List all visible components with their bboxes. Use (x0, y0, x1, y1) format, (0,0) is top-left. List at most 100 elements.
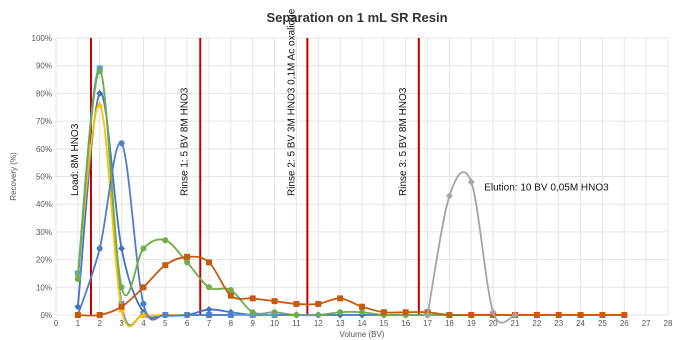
x-tick-label: 26 (620, 319, 629, 328)
data-point (74, 275, 81, 282)
annotations: Elution: 10 BV 0,05M HNO3 (484, 182, 609, 193)
x-tick-label: 12 (314, 319, 323, 328)
data-point (96, 312, 103, 318)
x-tick-label: 9 (250, 319, 255, 328)
data-point (206, 259, 212, 266)
data-point (489, 308, 497, 316)
data-point (184, 312, 191, 318)
data-point (96, 100, 104, 108)
x-tick-label: 25 (598, 319, 607, 328)
data-point (468, 312, 475, 318)
data-point (140, 245, 147, 252)
data-point (271, 298, 278, 305)
data-point (315, 312, 322, 318)
series-group (74, 65, 628, 328)
data-point (184, 259, 191, 266)
data-point (402, 309, 409, 316)
y-tick-label: 20% (36, 256, 52, 265)
data-point (162, 262, 169, 269)
x-tick-label: 18 (445, 319, 454, 328)
x-tick-label: 24 (576, 319, 585, 328)
x-tick-label: 10 (270, 319, 279, 328)
x-tick-label: 1 (76, 319, 81, 328)
data-point (359, 303, 365, 310)
x-tick-label: 4 (141, 319, 146, 328)
data-point (337, 295, 344, 302)
data-point (555, 312, 562, 318)
data-point (424, 311, 432, 319)
data-point (293, 312, 300, 318)
data-point (206, 284, 212, 291)
y-axis-label: Recovery (%) (9, 152, 18, 201)
data-point (227, 312, 234, 318)
x-axis-label: Volume (BV) (340, 330, 385, 339)
y-tick-label: 10% (36, 283, 52, 292)
y-tick-label: 70% (36, 117, 52, 126)
data-point (445, 192, 453, 200)
data-point (206, 312, 212, 318)
data-point (599, 312, 606, 318)
x-tick-label: 11 (292, 319, 301, 328)
data-point (467, 178, 475, 186)
y-tick-label: 30% (36, 228, 52, 237)
data-point (140, 284, 147, 291)
x-tick-label: 15 (379, 319, 388, 328)
phase-label: Load: 8M HNO3 (70, 123, 81, 196)
y-tick-label: 0% (40, 311, 52, 320)
phase-label: Rinse 3: 5 BV 8M HNO3 (398, 87, 409, 196)
y-tick-label: 50% (36, 173, 52, 182)
phase-label: Rinse 1: 5 BV 8M HNO3 (179, 87, 190, 196)
chart-title: Separation on 1 mL SR Resin (266, 10, 447, 25)
y-tick-label: 90% (36, 62, 52, 71)
data-point (118, 245, 126, 253)
data-point (96, 68, 103, 75)
x-tick-label: 21 (511, 319, 520, 328)
y-tick-label: 80% (36, 89, 52, 98)
x-tick-label: 28 (664, 319, 673, 328)
data-point (577, 312, 584, 318)
data-point (162, 312, 169, 318)
data-point (227, 292, 234, 299)
data-point (140, 300, 147, 307)
data-point (96, 89, 104, 97)
data-point (205, 305, 213, 313)
data-point (118, 284, 125, 291)
x-tick-label: 3 (119, 319, 124, 328)
x-tick-label: 6 (185, 319, 190, 328)
x-tick-label: 5 (163, 319, 168, 328)
data-point (118, 303, 125, 310)
y-tick-label: 60% (36, 145, 52, 154)
elution-label: Elution: 10 BV 0,05M HNO3 (484, 182, 609, 193)
data-point (96, 245, 103, 252)
x-tick-label: 20 (489, 319, 498, 328)
y-axis-ticks: 0% 10% 20% 30% 40% 50% 60% 70% 80% 90% 100% (32, 34, 52, 320)
y-tick-label: 40% (36, 200, 52, 209)
data-point (139, 311, 147, 318)
x-tick-label: 17 (423, 319, 432, 328)
x-tick-label: 14 (358, 319, 367, 328)
data-point (118, 140, 125, 147)
data-point (271, 309, 278, 316)
data-point (162, 237, 169, 244)
data-point (359, 309, 365, 316)
x-tick-label: 19 (467, 319, 476, 328)
x-tick-label: 7 (207, 319, 212, 328)
x-tick-label: 22 (532, 319, 541, 328)
data-point (315, 300, 322, 307)
data-point (380, 309, 387, 316)
data-point (621, 312, 628, 318)
phase-label: Rinse 2: 5 BV 3M HNO3 0,1M Ac oxalique (286, 8, 297, 196)
x-tick-label: 2 (97, 319, 102, 328)
grid (55, 37, 669, 316)
x-tick-label: 27 (642, 319, 651, 328)
data-point (227, 287, 234, 294)
data-point (249, 295, 256, 302)
phase-lines: Load: 8M HNO3 Rinse 1: 5 BV 8M HNO3 Rinse … (70, 8, 420, 315)
data-point (293, 300, 300, 307)
x-tick-label: 0 (54, 319, 59, 328)
x-tick-label: 13 (336, 319, 345, 328)
x-tick-label: 8 (229, 319, 234, 328)
data-point (533, 312, 540, 318)
